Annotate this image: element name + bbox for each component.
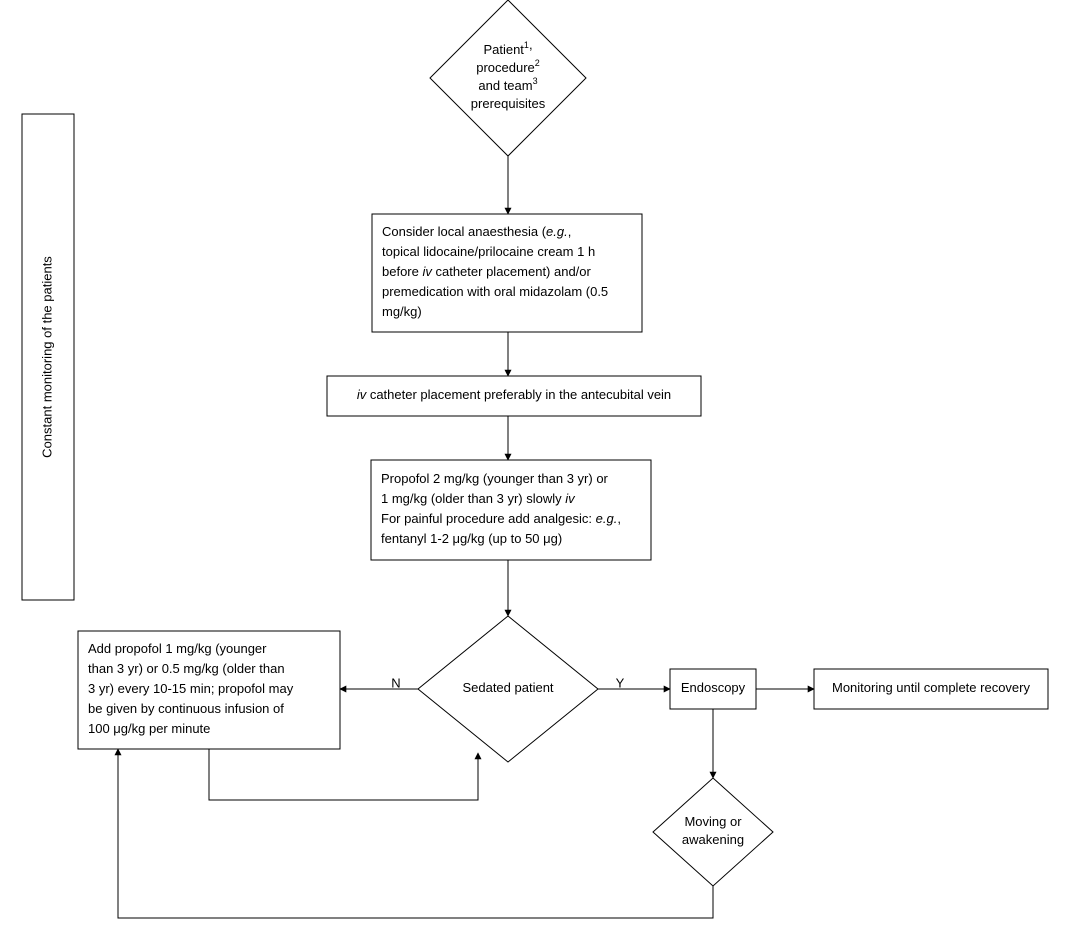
- propofol-text-line: Propofol 2 mg/kg (younger than 3 yr) or: [381, 471, 609, 486]
- propofol-text-line: 1 mg/kg (older than 3 yr) slowly iv: [381, 491, 576, 506]
- side-panel-label: Constant monitoring of the patients: [39, 256, 54, 458]
- sedated-text-line: Sedated patient: [462, 680, 553, 695]
- add_propofol-text-line: be given by continuous infusion of: [88, 701, 284, 716]
- endoscopy-text-line: Endoscopy: [681, 680, 746, 695]
- edge-add_bottom_loop: [209, 749, 478, 800]
- consider-text-line: topical lidocaine/prilocaine cream 1 h: [382, 244, 595, 259]
- add_propofol-text-line: than 3 yr) or 0.5 mg/kg (older than: [88, 661, 285, 676]
- edge-label-N: N: [391, 675, 400, 690]
- add_propofol-text-line: 100 μg/kg per minute: [88, 721, 210, 736]
- moving-text-line: awakening: [682, 832, 744, 847]
- add_propofol-text-line: 3 yr) every 10-15 min; propofol may: [88, 681, 294, 696]
- moving-text-line: Moving or: [684, 814, 742, 829]
- consider-text-line: before iv catheter placement) and/or: [382, 264, 592, 279]
- edge-moving_loop: [118, 749, 713, 918]
- add_propofol-text-line: Add propofol 1 mg/kg (younger: [88, 641, 267, 656]
- consider-text-line: mg/kg): [382, 304, 422, 319]
- consider-text-line: Consider local anaesthesia (e.g.,: [382, 224, 571, 239]
- edge-label-Y: Y: [616, 675, 625, 690]
- propofol-text-line: For painful procedure add analgesic: e.g…: [381, 511, 621, 526]
- flowchart-canvas: Constant monitoring of the patientsPatie…: [0, 0, 1076, 947]
- iv_catheter-text-line: iv catheter placement preferably in the …: [357, 387, 671, 402]
- prereq-text-line: prerequisites: [471, 96, 546, 111]
- monitoring-text-line: Monitoring until complete recovery: [832, 680, 1030, 695]
- consider-text-line: premedication with oral midazolam (0.5: [382, 284, 608, 299]
- prereq-text-line: procedure2: [476, 58, 540, 75]
- propofol-text-line: fentanyl 1-2 μg/kg (up to 50 μg): [381, 531, 562, 546]
- prereq-text-line: and team3: [478, 76, 537, 93]
